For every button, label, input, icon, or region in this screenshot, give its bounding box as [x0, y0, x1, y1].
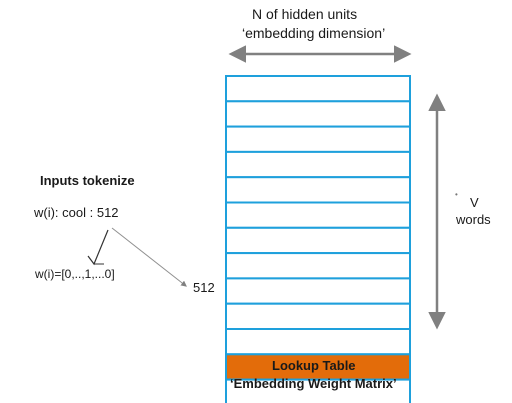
matrix-row [225, 176, 411, 204]
matrix-row [225, 378, 411, 403]
one-hot-vector-text: w(i)=[0,..,1,...0] [35, 267, 115, 281]
hidden-units-label: N of hidden units [252, 6, 358, 22]
matrix-row [225, 150, 411, 179]
vocab-words-label: words [456, 212, 491, 227]
embedding-dimension-label: ‘embedding dimension’ [242, 25, 386, 41]
inputs-title: Inputs tokenize [40, 173, 135, 188]
check-mark [87, 229, 109, 266]
matrix-row [225, 75, 411, 103]
lookup-table-title: Lookup Table [272, 358, 356, 373]
lookup-pointer-arrow [111, 227, 187, 287]
vocab-v-label: V [470, 195, 479, 210]
token-mapping-text: w(i): cool : 512 [34, 205, 119, 220]
matrix-row-highlighted [225, 353, 411, 381]
embedding-matrix [225, 75, 411, 403]
matrix-row [225, 252, 411, 280]
matrix-row [225, 226, 411, 255]
decorative-dot: • [455, 190, 458, 199]
matrix-row [225, 125, 411, 153]
row-index-label: 512 [193, 280, 215, 295]
matrix-row [225, 277, 411, 305]
matrix-row [225, 201, 411, 229]
matrix-row [225, 302, 411, 331]
matrix-row [225, 328, 411, 356]
embedding-matrix-title: ‘Embedding Weight Matrix’ [230, 376, 397, 391]
matrix-row [225, 100, 411, 128]
